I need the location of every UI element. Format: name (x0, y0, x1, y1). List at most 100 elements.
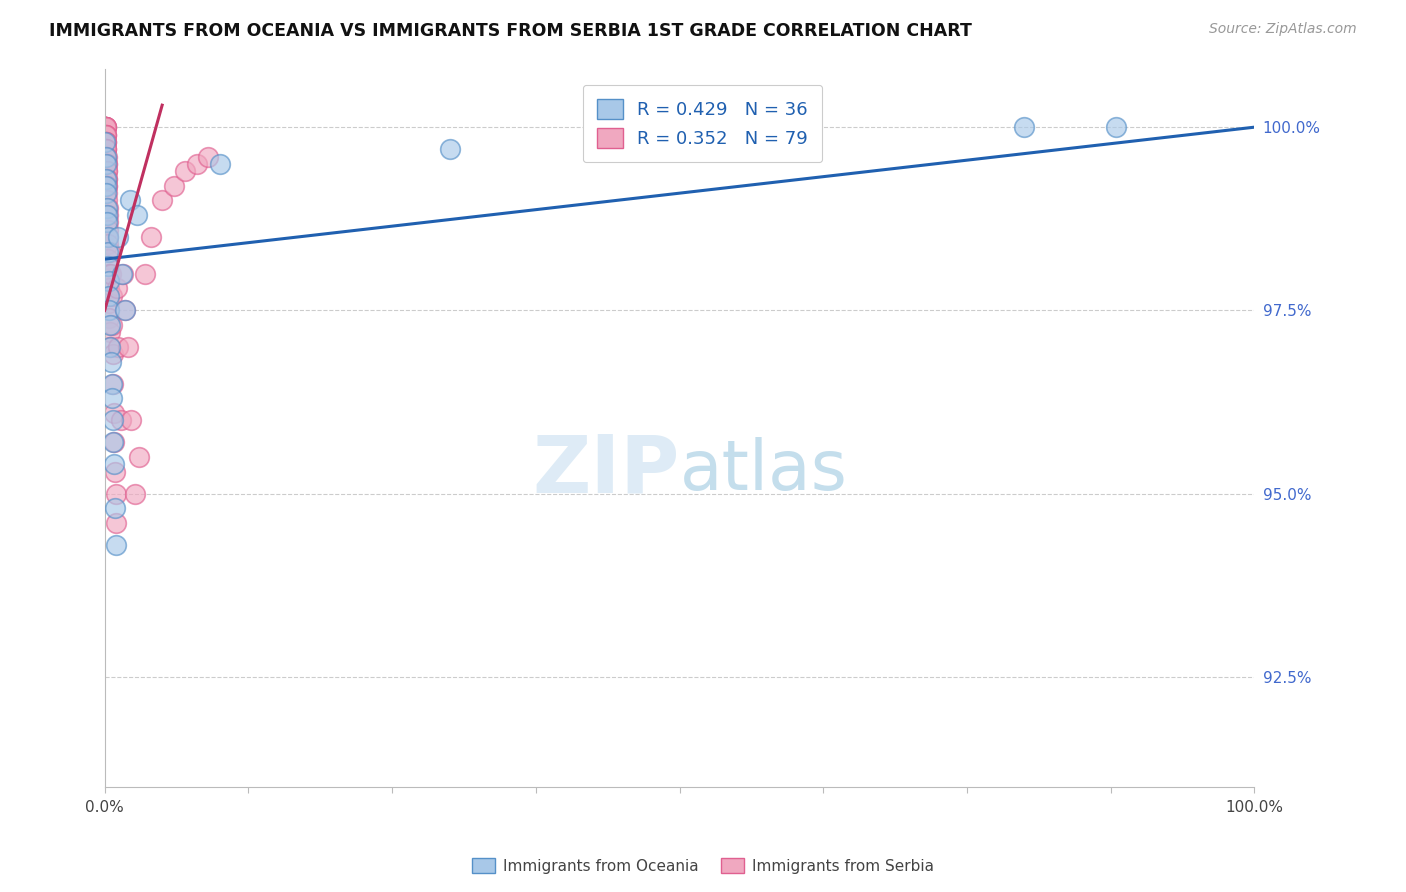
Point (96, 215, 118, 229)
Point (96, 164, 118, 178)
Point (96, 157, 118, 171)
Text: ZIP: ZIP (533, 432, 679, 510)
Point (105, 538, 128, 552)
Point (94, 128, 117, 142)
Point (1105, 120, 1128, 135)
Point (94, 120, 117, 135)
Point (150, 194, 173, 208)
Point (97, 274, 120, 288)
Legend: R = 0.429   N = 36, R = 0.352   N = 79: R = 0.429 N = 36, R = 0.352 N = 79 (583, 85, 823, 162)
Point (94, 135, 117, 149)
Point (125, 208, 148, 222)
Point (96, 194, 118, 208)
Point (94, 128, 117, 142)
Point (124, 487, 146, 501)
Point (96, 142, 118, 156)
Point (96, 178, 118, 193)
Point (96, 201, 118, 215)
Point (100, 289, 122, 303)
Point (118, 194, 141, 208)
Point (94, 120, 117, 135)
Point (103, 435, 125, 450)
Point (97, 208, 120, 222)
Point (96, 201, 118, 215)
Point (439, 142, 461, 156)
Text: atlas: atlas (679, 437, 848, 504)
Point (96, 178, 118, 193)
Point (98, 289, 121, 303)
Point (104, 487, 127, 501)
Point (114, 303, 136, 318)
Point (94, 120, 117, 135)
Point (101, 318, 124, 333)
Point (186, 157, 208, 171)
Point (107, 340, 129, 354)
Point (97, 252, 120, 267)
Point (94, 128, 117, 142)
Point (98, 303, 121, 318)
Point (100, 267, 122, 281)
Point (98, 340, 121, 354)
Point (783, 120, 806, 135)
Point (98, 310, 121, 325)
Point (96, 208, 118, 222)
Point (103, 406, 125, 420)
Point (94, 120, 117, 135)
Point (96, 178, 118, 193)
Point (110, 413, 132, 427)
Point (97, 244, 120, 259)
Point (105, 516, 128, 530)
Point (96, 157, 118, 171)
Point (96, 164, 118, 178)
Point (96, 171, 118, 186)
Point (120, 413, 142, 427)
Point (94, 149, 117, 163)
Point (114, 303, 136, 318)
Point (174, 164, 197, 178)
Point (134, 267, 156, 281)
Point (103, 458, 125, 472)
Point (96, 186, 118, 201)
Point (98, 296, 121, 310)
Point (94, 120, 117, 135)
Point (94, 120, 117, 135)
Legend: Immigrants from Oceania, Immigrants from Serbia: Immigrants from Oceania, Immigrants from… (465, 852, 941, 880)
Point (94, 120, 117, 135)
Text: IMMIGRANTS FROM OCEANIA VS IMMIGRANTS FROM SERBIA 1ST GRADE CORRELATION CHART: IMMIGRANTS FROM OCEANIA VS IMMIGRANTS FR… (49, 22, 972, 40)
Point (163, 178, 186, 193)
Point (94, 135, 117, 149)
Text: Source: ZipAtlas.com: Source: ZipAtlas.com (1209, 22, 1357, 37)
Point (1014, 120, 1036, 135)
Point (112, 267, 135, 281)
Point (96, 149, 118, 163)
Point (94, 120, 117, 135)
Point (111, 267, 134, 281)
Point (100, 355, 122, 369)
Point (94, 120, 117, 135)
Point (100, 340, 122, 354)
Point (107, 230, 129, 244)
Point (96, 171, 118, 186)
Point (96, 142, 118, 156)
Point (97, 237, 120, 252)
Point (96, 135, 118, 149)
Point (197, 149, 219, 163)
Point (98, 318, 121, 333)
Point (94, 171, 117, 186)
Point (94, 120, 117, 135)
Point (96, 142, 118, 156)
Point (94, 135, 117, 149)
Point (98, 326, 121, 340)
Point (101, 392, 124, 406)
Point (97, 267, 120, 281)
Point (94, 120, 117, 135)
Point (101, 413, 124, 427)
Point (96, 186, 118, 201)
Point (100, 376, 122, 391)
Point (94, 120, 117, 135)
Point (94, 120, 117, 135)
Point (104, 501, 127, 516)
Point (97, 260, 120, 274)
Point (96, 230, 118, 244)
Point (105, 281, 128, 295)
